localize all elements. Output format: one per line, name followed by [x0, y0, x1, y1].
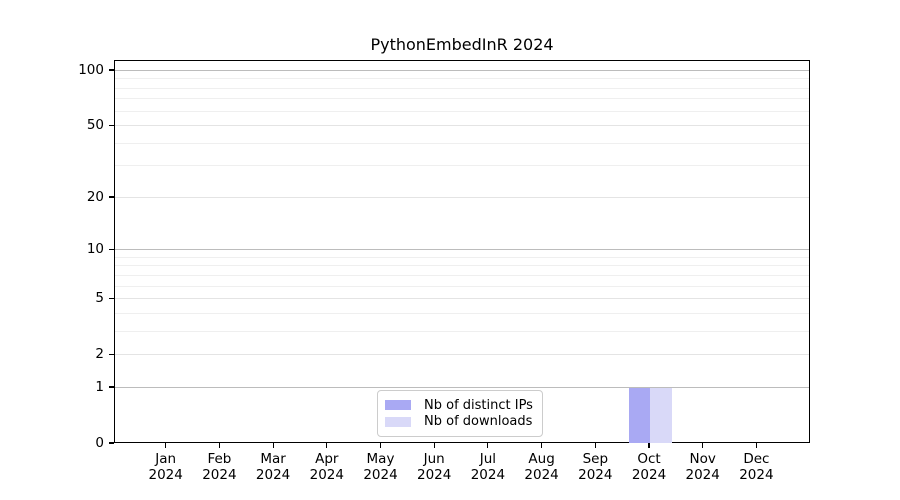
- x-tick-label-line: 2024: [631, 466, 667, 483]
- x-tick-label: Aug 2024: [510, 451, 574, 483]
- y-tick-label: 1: [95, 378, 104, 395]
- y-tick-mark: [109, 297, 114, 299]
- gridline-labeled: [115, 298, 809, 300]
- y-tick-label: 20: [86, 188, 104, 205]
- x-tick-label-line: Jun: [423, 451, 445, 467]
- legend-label-downloads: Nb of downloads: [424, 414, 533, 430]
- x-tick-label-line: 2024: [363, 466, 398, 483]
- gridline-minor: [115, 312, 809, 314]
- x-tick-label-line: 2024: [524, 466, 559, 483]
- gridline-labeled: [115, 196, 809, 198]
- x-tick-label: Mar 2024: [241, 451, 305, 483]
- bar-downloads: [650, 387, 672, 443]
- x-tick-mark: [541, 443, 543, 448]
- x-tick-label-line: 2024: [417, 466, 452, 483]
- x-tick-label: Jun 2024: [402, 451, 466, 483]
- x-tick-label: Sep 2024: [563, 451, 627, 483]
- x-tick-label: Nov 2024: [671, 451, 735, 483]
- x-tick-label-line: Dec: [743, 451, 770, 467]
- gridline-major: [115, 249, 809, 251]
- x-tick-label-line: Jul: [479, 451, 497, 467]
- y-tick-mark: [109, 196, 114, 198]
- gridline-minor: [115, 87, 809, 89]
- bar-distinct-ips: [628, 387, 650, 443]
- gridline-minor: [115, 274, 809, 276]
- y-tick-label: 10: [86, 241, 104, 258]
- x-tick-label-line: Aug: [528, 451, 555, 467]
- gridline-minor: [115, 256, 809, 258]
- legend-swatch-distinct-ips: [385, 400, 411, 411]
- y-tick-label: 2: [95, 346, 104, 363]
- gridline-minor: [115, 110, 809, 112]
- y-tick-label: 5: [95, 290, 104, 307]
- x-tick-mark: [326, 443, 328, 448]
- plot-area: [114, 60, 810, 443]
- x-tick-label: Oct 2024: [617, 451, 681, 483]
- legend: Nb of distinct IPs Nb of downloads: [377, 390, 543, 437]
- x-tick-mark: [702, 443, 704, 448]
- y-tick-mark: [109, 248, 114, 250]
- gridline-minor: [115, 285, 809, 287]
- legend-swatch-downloads: [385, 416, 411, 427]
- gridline-minor: [115, 78, 809, 80]
- gridline-major: [115, 386, 809, 388]
- y-tick-label: 0: [95, 435, 104, 451]
- x-tick-label-line: 2024: [202, 466, 237, 483]
- y-tick-mark: [109, 442, 114, 444]
- x-tick-label-line: Apr: [315, 451, 339, 467]
- x-tick-label-line: 2024: [309, 466, 344, 483]
- gridline-minor: [115, 265, 809, 267]
- x-tick-label: Feb 2024: [187, 451, 251, 483]
- x-tick-label-line: 2024: [685, 466, 720, 483]
- x-tick-mark: [433, 443, 435, 448]
- x-tick-mark: [218, 443, 220, 448]
- x-tick-label: Apr 2024: [295, 451, 359, 483]
- x-tick-label-line: 2024: [578, 466, 613, 483]
- x-tick-label-line: Oct: [637, 451, 661, 467]
- gridline-minor: [115, 98, 809, 100]
- y-tick-label: 100: [78, 62, 104, 78]
- x-tick-label-line: Mar: [260, 451, 286, 467]
- x-tick-mark: [755, 443, 757, 448]
- x-tick-label-line: 2024: [739, 466, 774, 483]
- gridline-minor: [115, 330, 809, 332]
- x-tick-mark: [648, 443, 650, 448]
- x-tick-label-line: 2024: [255, 466, 291, 483]
- x-tick-label: Jul 2024: [456, 451, 520, 483]
- y-tick-label: 50: [86, 117, 104, 134]
- x-tick-label-line: May: [366, 451, 395, 467]
- y-tick-mark: [109, 353, 114, 355]
- x-tick-mark: [272, 443, 274, 448]
- gridline-minor: [115, 165, 809, 167]
- y-tick-mark: [109, 386, 114, 388]
- gridline-labeled: [115, 354, 809, 356]
- legend-label-distinct-ips: Nb of distinct IPs: [424, 397, 533, 413]
- legend-entry-downloads: Nb of downloads: [385, 414, 532, 431]
- y-tick-mark: [109, 124, 114, 126]
- x-tick-mark: [487, 443, 489, 448]
- legend-entry-distinct-ips: Nb of distinct IPs: [385, 397, 533, 414]
- gridline-minor: [115, 142, 809, 144]
- chart-title: PythonEmbedInR 2024: [370, 35, 554, 54]
- x-tick-label: May 2024: [349, 451, 413, 483]
- x-tick-label-line: Feb: [207, 451, 232, 467]
- x-tick-mark: [379, 443, 382, 448]
- gridline-labeled: [115, 125, 809, 127]
- y-tick-mark: [109, 69, 114, 71]
- x-tick-mark: [165, 443, 167, 448]
- x-tick-label-line: Nov: [689, 451, 716, 467]
- x-tick-label: Jan 2024: [134, 451, 198, 483]
- x-tick-label-line: 2024: [470, 466, 506, 483]
- x-tick-label-line: 2024: [148, 466, 183, 483]
- x-tick-label-line: Sep: [582, 451, 609, 467]
- x-tick-mark: [594, 443, 596, 448]
- gridline-major: [115, 70, 809, 71]
- x-tick-label-line: Jan: [155, 451, 177, 467]
- x-tick-label: Dec 2024: [724, 451, 788, 483]
